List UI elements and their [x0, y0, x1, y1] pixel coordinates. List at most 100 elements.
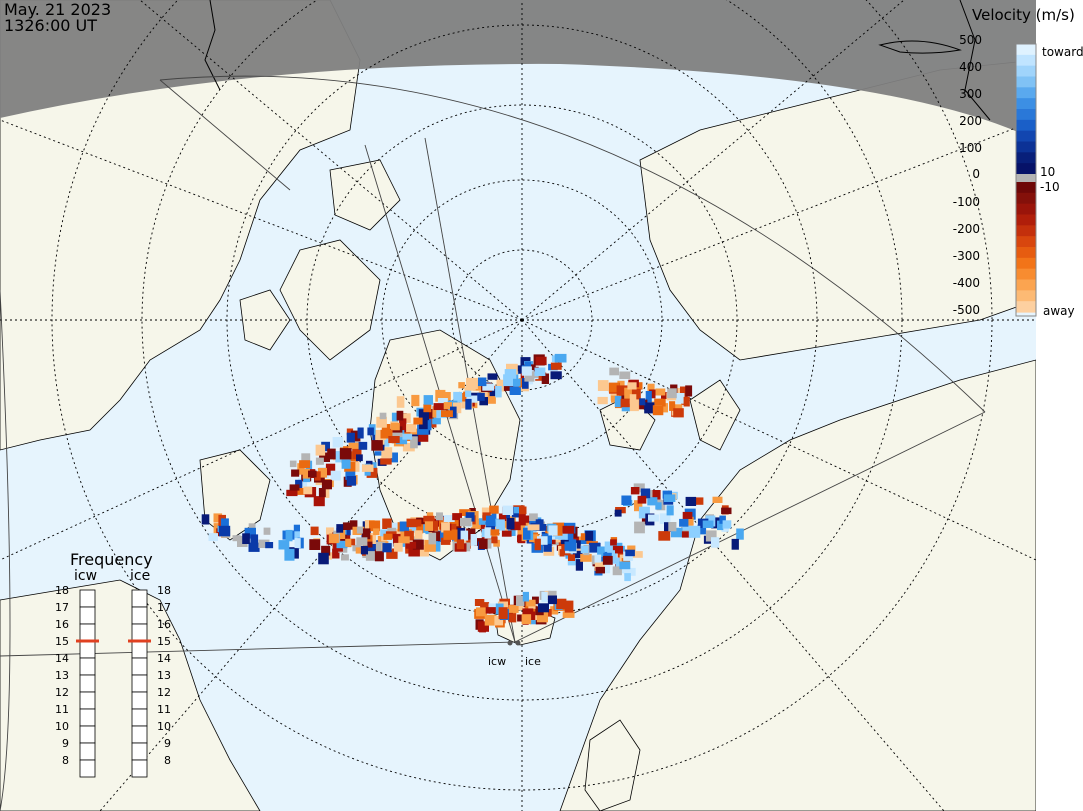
velocity-cell [465, 512, 475, 522]
velocity-cell [367, 427, 374, 436]
velocity-cell [550, 362, 562, 370]
velocity-cell [667, 388, 677, 399]
velocity-cell [386, 548, 398, 559]
frequency-radar-label: icw [74, 568, 98, 584]
velocity-cell [356, 454, 363, 462]
velocity-cell [595, 566, 605, 574]
velocity-cell [339, 448, 352, 460]
velocity-cell [336, 524, 344, 533]
velocity-cell [381, 424, 394, 435]
frequency-level-label: 14 [55, 652, 69, 665]
velocity-cell [679, 518, 689, 527]
velocity-cell [381, 447, 393, 459]
velocity-cell [537, 536, 548, 545]
colorbar-segment [1016, 98, 1036, 110]
velocity-cell [380, 529, 388, 537]
velocity-cell [399, 521, 410, 532]
colorbar-segment [1016, 301, 1036, 313]
velocity-cell [621, 495, 632, 505]
colorbar-segment [1016, 109, 1036, 121]
velocity-cell [404, 530, 414, 541]
velocity-cell [365, 540, 373, 548]
velocity-colorbar [1015, 43, 1037, 317]
velocity-cell [444, 392, 451, 403]
colorbar-tick-label: -100 [952, 195, 980, 209]
velocity-cell [585, 531, 594, 541]
velocity-cell [298, 478, 308, 487]
velocity-cell [330, 470, 341, 481]
velocity-cell [647, 383, 655, 392]
land-eurasia [559, 359, 1036, 811]
velocity-cell [580, 553, 592, 562]
velocity-cell [291, 469, 300, 477]
colorbar-segment [1016, 141, 1036, 153]
frequency-cell [131, 759, 148, 778]
velocity-cell [489, 388, 500, 397]
velocity-cell [541, 373, 549, 384]
velocity-cell [564, 541, 571, 551]
velocity-cell [285, 529, 293, 542]
velocity-cell [248, 542, 260, 552]
velocity-cell [394, 542, 403, 552]
velocity-cell [485, 607, 497, 614]
velocity-cell [659, 403, 668, 413]
velocity-cell [353, 438, 361, 447]
colorbar-segment [1016, 119, 1036, 132]
velocity-cell [597, 546, 605, 557]
frequency-cell [79, 657, 96, 676]
velocity-cell [608, 382, 620, 393]
velocity-cell [523, 515, 530, 524]
velocity-cell [602, 561, 611, 574]
velocity-cell [541, 591, 548, 603]
velocity-cell [589, 542, 601, 553]
velocity-cell [453, 391, 463, 403]
colorbar-segment [1016, 236, 1036, 248]
velocity-cell [390, 422, 400, 431]
velocity-cell [556, 598, 567, 610]
velocity-cell [487, 536, 498, 544]
colorbar-top-label: toward [1042, 45, 1083, 59]
velocity-cell [303, 475, 311, 483]
velocity-cell [342, 522, 351, 530]
velocity-cell [355, 547, 366, 554]
velocity-cell [521, 614, 532, 625]
frequency-cell [131, 674, 148, 693]
velocity-cell [345, 538, 352, 547]
velocity-cell [484, 539, 492, 549]
velocity-cell [419, 522, 430, 533]
frequency-selected-marker [76, 639, 99, 643]
colorbar-tick-label: 200 [959, 114, 982, 128]
velocity-cell [391, 412, 399, 423]
velocity-cell [350, 430, 361, 442]
frequency-level-label: 18 [55, 584, 69, 597]
colorbar-panel [1036, 0, 1083, 811]
velocity-cell [369, 520, 381, 532]
velocity-cell [670, 527, 683, 538]
frequency-cell [79, 674, 96, 693]
frequency-cell [79, 640, 96, 659]
velocity-cell [423, 404, 432, 413]
colorbar-tick-label: -200 [952, 222, 980, 236]
velocity-cell [654, 398, 664, 406]
frequency-level-label: 9 [62, 737, 69, 750]
velocity-cell [423, 515, 435, 523]
velocity-cell [380, 458, 392, 465]
velocity-cell [443, 530, 455, 540]
velocity-cell [503, 384, 515, 391]
frequency-level-label: 16 [157, 618, 171, 631]
velocity-cell [278, 540, 290, 550]
velocity-cell [526, 599, 536, 607]
velocity-cell [609, 367, 619, 376]
velocity-cell [357, 427, 364, 439]
radar-site-marker [507, 640, 513, 646]
velocity-cell [452, 513, 462, 521]
velocity-cell [417, 424, 429, 435]
velocity-cell [673, 404, 683, 412]
velocity-cell [514, 365, 525, 374]
velocity-cell [309, 539, 321, 550]
velocity-cell [629, 399, 639, 412]
velocity-cell [353, 461, 360, 472]
frequency-level-label: 9 [164, 737, 171, 750]
velocity-cell [408, 545, 420, 557]
velocity-cell [356, 526, 363, 534]
